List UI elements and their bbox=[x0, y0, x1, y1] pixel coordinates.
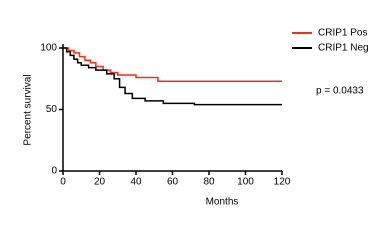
y-tick-label: 0 bbox=[51, 166, 57, 177]
annotation: p = 0.0433 bbox=[316, 86, 364, 97]
x-tick-label: 120 bbox=[274, 177, 291, 188]
chart: Months Percent survival p = 0.0433 0 50 10… bbox=[23, 28, 369, 208]
legend-label: CRIP1 Neg bbox=[318, 43, 369, 54]
x-tick-label: 20 bbox=[94, 177, 106, 188]
legend-label: CRIP1 Pos bbox=[318, 28, 367, 39]
survival-line bbox=[63, 47, 282, 82]
x-tick-label: 60 bbox=[167, 177, 179, 188]
x-tick-label: 0 bbox=[60, 177, 66, 188]
x-axis-label: Months bbox=[206, 197, 239, 208]
y-tick-label: 100 bbox=[40, 43, 57, 54]
y-tick-label: 50 bbox=[46, 104, 58, 115]
survival-line bbox=[63, 47, 282, 106]
x-tick-label: 100 bbox=[237, 177, 254, 188]
x-tick-label: 80 bbox=[203, 177, 215, 188]
x-tick-label: 40 bbox=[130, 177, 142, 188]
y-axis-label: Percent survival bbox=[23, 74, 34, 145]
